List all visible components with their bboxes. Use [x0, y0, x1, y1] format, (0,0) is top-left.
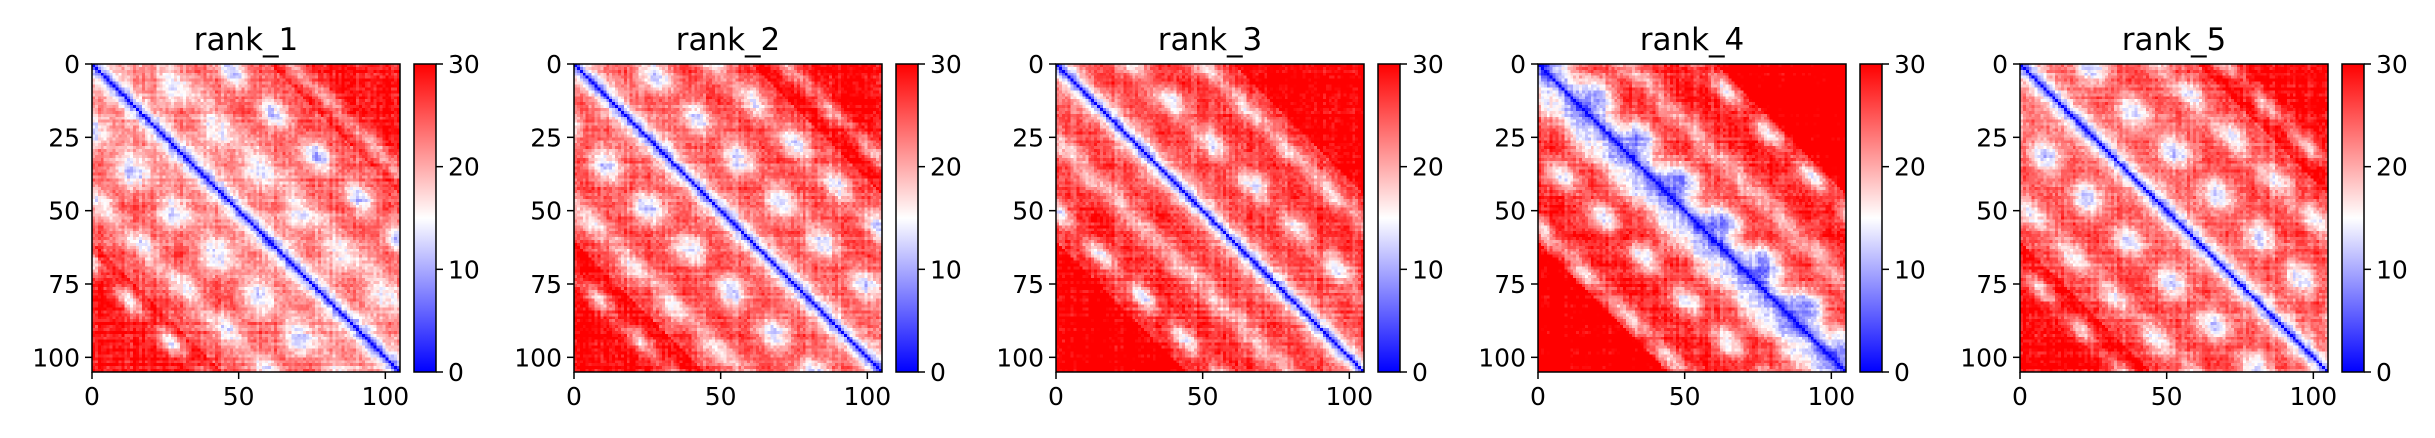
heatmap-image [2020, 64, 2328, 372]
y-tick-label: 50 [1012, 197, 1044, 226]
x-tick-label: 100 [361, 382, 409, 411]
x-tick-label: 50 [1187, 382, 1219, 411]
y-tick-label: 100 [1960, 343, 2008, 372]
colorbar-frame [1377, 63, 1401, 373]
y-tick-label: 100 [996, 343, 1044, 372]
y-tick-label: 0 [1992, 50, 2008, 79]
x-tick-label: 0 [2012, 382, 2028, 411]
x-tick-label: 0 [566, 382, 582, 411]
y-tick-label: 50 [530, 197, 562, 226]
axes-frame [573, 63, 883, 373]
heatmap-image [1538, 64, 1846, 372]
colorbar-tick-label: 10 [2376, 255, 2408, 284]
y-tick-label: 25 [1012, 123, 1044, 152]
y-tick-label: 75 [1012, 270, 1044, 299]
panel-title: rank_4 [1640, 22, 1745, 58]
colorbar [2342, 64, 2364, 372]
x-tick-label: 50 [2151, 382, 2183, 411]
y-tick-label: 0 [64, 50, 80, 79]
y-tick-label: 100 [514, 343, 562, 372]
colorbar-tick-label: 10 [448, 255, 480, 284]
y-tick-label: 50 [48, 197, 80, 226]
x-tick-label: 50 [705, 382, 737, 411]
colorbar-tick-label: 30 [448, 50, 480, 79]
y-tick-label: 0 [1510, 50, 1526, 79]
x-tick-label: 50 [223, 382, 255, 411]
colorbar [1378, 64, 1400, 372]
colorbar [896, 64, 918, 372]
y-tick-label: 75 [1494, 270, 1526, 299]
y-tick-label: 25 [1976, 123, 2008, 152]
y-tick-label: 25 [530, 123, 562, 152]
axes-frame [1537, 63, 1847, 373]
x-tick-label: 100 [2289, 382, 2337, 411]
colorbar-tick-label: 30 [1412, 50, 1444, 79]
x-tick-label: 0 [1048, 382, 1064, 411]
panel-title: rank_3 [1158, 22, 1263, 58]
colorbar-tick-label: 30 [2376, 50, 2408, 79]
y-tick-label: 75 [530, 270, 562, 299]
y-tick-label: 75 [1976, 270, 2008, 299]
x-tick-label: 0 [84, 382, 100, 411]
colorbar-frame [2341, 63, 2365, 373]
colorbar-tick-label: 10 [1412, 255, 1444, 284]
heatmap-image [1056, 64, 1364, 372]
y-tick-label: 50 [1494, 197, 1526, 226]
colorbar [414, 64, 436, 372]
colorbar-frame [895, 63, 919, 373]
x-tick-label: 50 [1669, 382, 1701, 411]
y-tick-label: 0 [1028, 50, 1044, 79]
colorbar-tick-label: 20 [1894, 153, 1926, 182]
colorbar-tick-label: 0 [1894, 358, 1910, 387]
colorbar-tick-label: 0 [1412, 358, 1428, 387]
panel-title: rank_1 [194, 22, 299, 58]
colorbar-tick-label: 20 [2376, 153, 2408, 182]
y-tick-label: 25 [48, 123, 80, 152]
colorbar [1860, 64, 1882, 372]
y-tick-label: 75 [48, 270, 80, 299]
colorbar-tick-label: 0 [930, 358, 946, 387]
colorbar-tick-label: 0 [448, 358, 464, 387]
colorbar-tick-label: 30 [1894, 50, 1926, 79]
y-tick-label: 25 [1494, 123, 1526, 152]
x-tick-label: 100 [1807, 382, 1855, 411]
y-tick-label: 0 [546, 50, 562, 79]
axes-frame [91, 63, 401, 373]
panel-title: rank_5 [2122, 22, 2227, 58]
colorbar-tick-label: 0 [2376, 358, 2392, 387]
heatmap-image [574, 64, 882, 372]
axes-frame [1055, 63, 1365, 373]
colorbar-tick-label: 10 [1894, 255, 1926, 284]
colorbar-frame [1859, 63, 1883, 373]
colorbar-tick-label: 30 [930, 50, 962, 79]
colorbar-tick-label: 20 [448, 153, 480, 182]
axes-frame [2019, 63, 2329, 373]
colorbar-frame [413, 63, 437, 373]
x-tick-label: 0 [1530, 382, 1546, 411]
x-tick-label: 100 [1325, 382, 1373, 411]
x-tick-label: 100 [843, 382, 891, 411]
colorbar-tick-label: 20 [930, 153, 962, 182]
panel-title: rank_2 [676, 22, 781, 58]
y-tick-label: 50 [1976, 197, 2008, 226]
colorbar-tick-label: 10 [930, 255, 962, 284]
y-tick-label: 100 [32, 343, 80, 372]
heatmap-image [92, 64, 400, 372]
colorbar-tick-label: 20 [1412, 153, 1444, 182]
y-tick-label: 100 [1478, 343, 1526, 372]
